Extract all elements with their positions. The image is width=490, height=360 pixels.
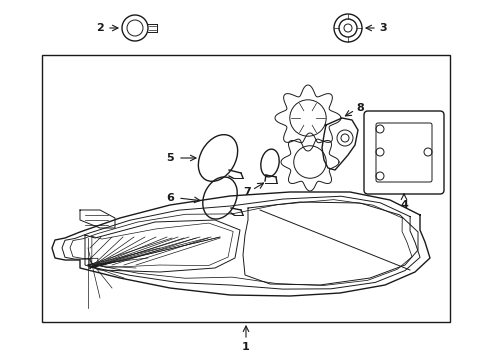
Text: 3: 3 [379,23,387,33]
Text: 4: 4 [400,200,408,210]
Text: 8: 8 [356,103,364,113]
Text: 5: 5 [166,153,174,163]
Text: 6: 6 [166,193,174,203]
Text: 2: 2 [96,23,104,33]
Bar [42,55,450,322]
Text: 1: 1 [242,342,250,352]
Text: 7: 7 [243,187,251,197]
